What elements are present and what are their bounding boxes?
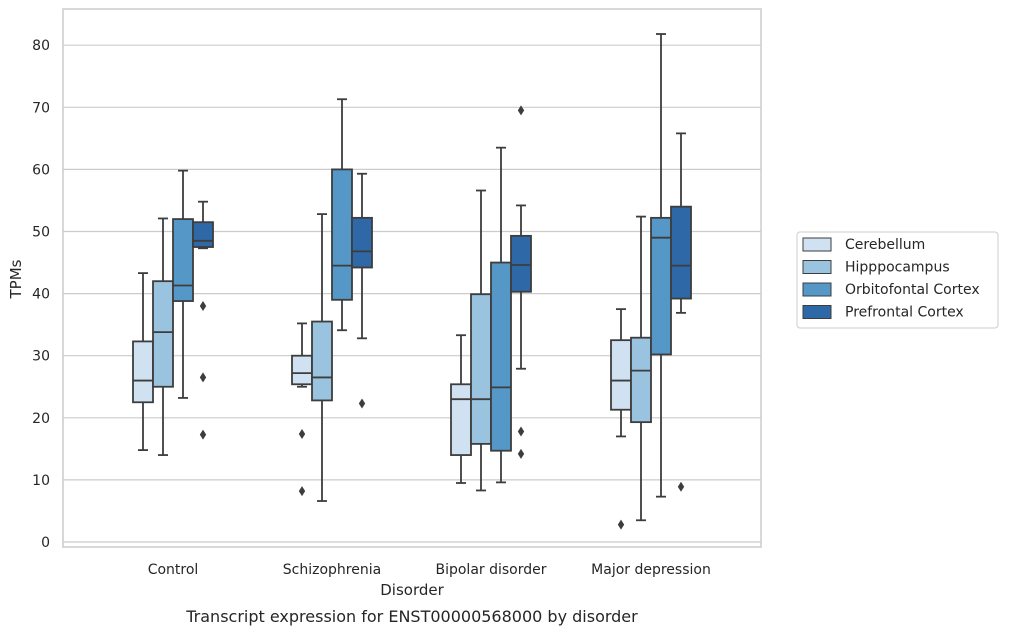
box-hipppocampus-1 (311, 213, 333, 502)
legend-swatch (802, 260, 832, 274)
legend-label: Hipppocampus (845, 260, 950, 276)
x-tick-label: Major depression (591, 562, 711, 578)
outlier-point (199, 372, 207, 383)
box-orbitofontal-cortex-2 (490, 146, 512, 484)
y-tick-label: 30 (32, 349, 50, 365)
box-orbitofontal-cortex-0 (172, 169, 194, 399)
iqr-box (610, 339, 632, 411)
x-tick-label: Schizophrenia (283, 562, 381, 578)
iqr-box (172, 218, 194, 302)
box-hipppocampus-0 (152, 217, 174, 456)
iqr-box (470, 293, 492, 445)
box-cerebellum-0 (132, 272, 154, 451)
outlier-point (517, 448, 525, 459)
y-tick-label: 60 (32, 162, 50, 178)
x-tick-labels: Control Schizophrenia Bipolar disorder Majo… (148, 562, 711, 578)
box-prefrontal-cortex-0 (192, 200, 214, 440)
outlier-point (517, 426, 525, 437)
outlier-point (199, 429, 207, 440)
box-prefrontal-cortex-3 (670, 132, 692, 492)
chart-caption: Transcript expression for ENST0000056800… (185, 607, 638, 626)
iqr-box (311, 320, 333, 402)
legend-label: Orbitofontal Cortex (845, 282, 980, 298)
iqr-box (291, 354, 313, 386)
y-tick-label: 70 (32, 100, 50, 116)
y-tick-label: 0 (41, 535, 50, 551)
outlier-point (677, 481, 685, 492)
outlier-point (199, 301, 207, 312)
y-tick-label: 10 (32, 473, 50, 489)
outlier-point (298, 428, 306, 439)
y-tick-label: 50 (32, 225, 50, 241)
iqr-box (351, 216, 373, 269)
y-tick-label: 40 (32, 287, 50, 303)
iqr-box (670, 205, 692, 300)
iqr-box (630, 336, 652, 424)
boxes (132, 33, 692, 530)
outlier-point (298, 486, 306, 497)
box-orbitofontal-cortex-3 (650, 33, 672, 498)
legend-frame (796, 231, 999, 329)
box-prefrontal-cortex-2 (510, 105, 532, 459)
box-cerebellum-2 (450, 334, 472, 484)
box-cerebellum-1 (291, 322, 313, 497)
legend-label: Prefrontal Cortex (845, 305, 964, 321)
x-axis-title: Disorder (380, 581, 444, 599)
y-axis-title: TPMs (7, 259, 25, 299)
x-tick-label: Control (148, 562, 199, 578)
box-hipppocampus-3 (630, 215, 652, 522)
iqr-box (192, 221, 214, 248)
y-tick-label: 80 (32, 38, 50, 54)
outlier-point (517, 105, 525, 116)
iqr-box (490, 261, 512, 452)
x-tick-label: Bipolar disorder (435, 562, 546, 578)
box-orbitofontal-cortex-1 (331, 98, 353, 332)
iqr-box (132, 340, 154, 404)
legend-swatch (802, 305, 832, 319)
legend-label: Cerebellum (845, 237, 925, 253)
legend-swatch (802, 237, 832, 252)
outlier-point (358, 398, 366, 409)
iqr-box (331, 168, 353, 301)
box-cerebellum-3 (610, 308, 632, 530)
legend-swatch (802, 282, 832, 297)
plot-frame (62, 8, 762, 548)
iqr-box (510, 234, 532, 293)
box-hipppocampus-2 (470, 189, 492, 492)
y-tick-label: 20 (32, 411, 50, 427)
iqr-box (450, 383, 472, 456)
legend: Cerebellum Hipppocampus Orbitofontal Corte… (796, 231, 999, 329)
box-prefrontal-cortex-1 (351, 172, 373, 409)
outlier-point (617, 519, 625, 530)
y-tick-labels: 0 10 20 30 40 50 60 70 80 (32, 38, 50, 551)
iqr-box (152, 280, 174, 388)
